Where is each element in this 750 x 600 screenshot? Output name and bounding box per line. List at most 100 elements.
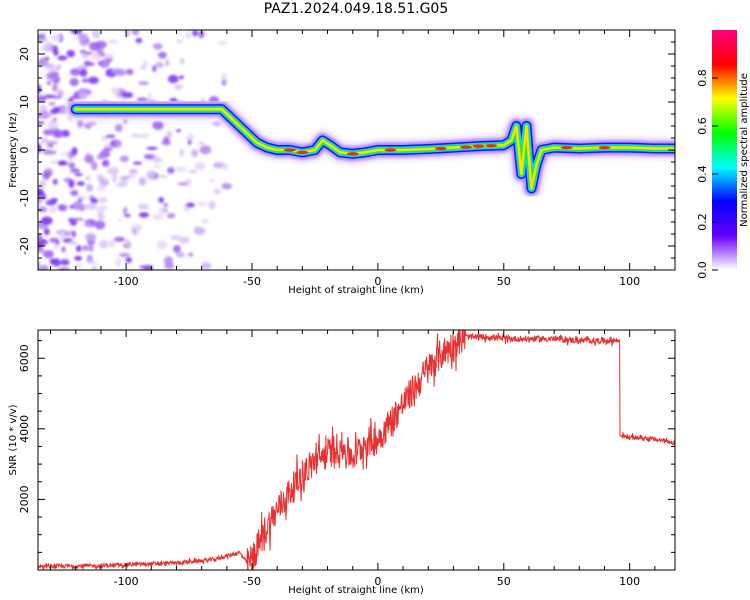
noise-blob	[126, 174, 136, 178]
noise-blob	[44, 94, 56, 99]
noise-blob	[81, 78, 90, 83]
noise-blob	[86, 260, 98, 265]
noise-blob	[91, 30, 101, 39]
noise-blob	[75, 245, 82, 252]
noise-blob	[91, 52, 102, 61]
noise-blob	[188, 169, 198, 174]
noise-blob	[72, 217, 85, 221]
noise-blob	[78, 92, 87, 100]
noise-blob	[83, 155, 94, 163]
noise-blob	[38, 206, 48, 213]
noise-blob	[38, 84, 41, 91]
noise-blob	[69, 78, 79, 87]
noise-blob	[146, 146, 158, 151]
plot-frame-2	[37, 329, 676, 571]
frequency-ridge	[64, 98, 675, 200]
noise-blob	[57, 204, 67, 210]
page-title: PAZ1.2024.049.18.51.G05	[263, 1, 449, 17]
noise-blob	[128, 169, 138, 174]
noise-blob	[77, 119, 84, 128]
noise-blob	[88, 244, 94, 252]
noise-blob	[67, 241, 78, 245]
noise-blob	[194, 162, 206, 171]
noise-blob	[50, 160, 61, 165]
noise-blob	[66, 49, 75, 58]
noise-blob	[38, 95, 47, 102]
y-tick-label: 0	[18, 147, 31, 154]
x-tick-label: 0	[374, 275, 381, 288]
x-tick-label: -50	[243, 575, 261, 588]
noise-blob	[174, 84, 183, 90]
noise-blob	[154, 157, 163, 163]
noise-blob	[99, 197, 108, 203]
noise-blob	[114, 123, 123, 132]
x-tick-label: -100	[114, 575, 139, 588]
noise-blob	[71, 230, 77, 238]
noise-blob	[85, 61, 95, 67]
noise-blob	[143, 153, 155, 160]
colorbar-ticks: 0.0 0.2 0.4 0.6 0.8	[696, 69, 718, 279]
noise-blob	[186, 202, 195, 208]
noise-blob	[135, 223, 143, 232]
noise-blob	[55, 239, 60, 246]
noise-blob	[77, 196, 88, 200]
noise-blob	[41, 192, 47, 200]
noise-blob	[91, 161, 98, 171]
noise-blob	[46, 122, 58, 130]
noise-blob	[76, 65, 89, 69]
x-tick-label: 50	[497, 275, 511, 288]
noise-blob	[99, 59, 110, 69]
noise-blob	[138, 212, 150, 218]
noise-blob	[96, 185, 106, 192]
y-axis-label-1: Frequency (Hz)	[8, 112, 19, 188]
noise-blob	[40, 137, 49, 145]
y-axis-label-2: SNR (10 * v/v)	[8, 404, 19, 475]
noise-blobs	[38, 30, 235, 270]
noise-blob	[152, 214, 164, 221]
colorbar-tick-label: 0.2	[696, 213, 709, 231]
noise-blob	[77, 33, 89, 41]
x-tick-label: -100	[114, 275, 139, 288]
noise-blob	[52, 258, 61, 267]
y-tick-label: -10	[18, 189, 31, 207]
noise-blob	[94, 220, 106, 230]
noise-blob	[108, 239, 116, 248]
ridge-peak	[346, 152, 359, 156]
noise-blob	[221, 183, 232, 190]
noise-blob	[137, 203, 149, 210]
noise-blob	[170, 235, 181, 240]
noise-blob	[56, 64, 62, 70]
noise-blob	[40, 179, 47, 189]
noise-blob	[102, 54, 113, 58]
noise-blob	[116, 68, 127, 76]
noise-blob	[178, 236, 190, 244]
noise-blob	[52, 83, 58, 92]
noise-blob	[40, 264, 49, 270]
noise-blob	[43, 129, 54, 136]
noise-blob	[85, 183, 94, 192]
noise-blob	[111, 87, 120, 95]
noise-blob	[217, 40, 228, 46]
noise-blob	[109, 140, 117, 147]
noise-blob	[121, 91, 134, 99]
colorbar: 0.0 0.2 0.4 0.6 0.8 Normalized spectral ampl…	[696, 30, 750, 279]
noise-blob	[74, 263, 82, 269]
noise-blob	[55, 129, 60, 138]
noise-blob	[79, 49, 87, 54]
noise-blob	[97, 212, 105, 221]
noise-blob	[102, 147, 113, 152]
x-axis-label-2: Height of straight line (km)	[288, 585, 424, 596]
y-tick-label: 6000	[18, 344, 31, 372]
noise-blob	[70, 30, 83, 35]
noise-blob	[137, 81, 150, 85]
noise-blob	[175, 39, 183, 43]
x-axis-label-1: Height of straight line (km)	[288, 285, 424, 296]
noise-blob	[194, 227, 206, 235]
noise-blob	[125, 257, 132, 263]
colorbar-label: Normalized spectral amplitude	[739, 73, 750, 227]
noise-blob	[147, 91, 152, 100]
noise-blob	[71, 147, 78, 156]
noise-blob	[53, 49, 59, 56]
noise-blob	[43, 63, 56, 68]
